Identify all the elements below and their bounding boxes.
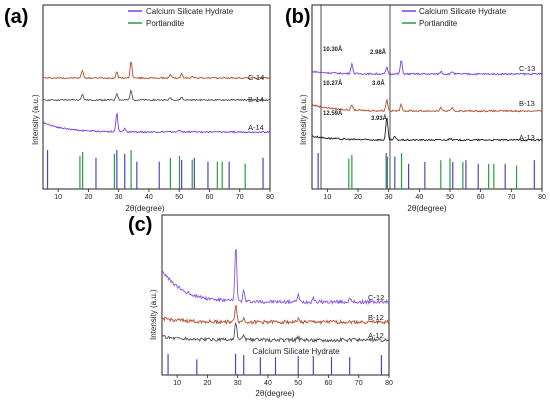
annotation-3-0: 3.0Å bbox=[372, 80, 385, 87]
x-tick-label: 40 bbox=[145, 194, 153, 201]
panel-a-ticks: 10 20 30 40 50 60 70 80 bbox=[54, 189, 274, 201]
x-tick-label: 60 bbox=[477, 194, 485, 201]
panel-c-label: (c) bbox=[128, 214, 152, 236]
panel-b-xlabel: 2θ(degree) bbox=[407, 204, 446, 213]
x-tick-label: 30 bbox=[385, 194, 393, 201]
series-line-a-12 bbox=[161, 321, 390, 344]
panel-c-sticks bbox=[167, 354, 383, 375]
x-tick-label: 60 bbox=[325, 380, 333, 387]
x-tick-label: 10 bbox=[54, 194, 62, 201]
series-line-a-13 bbox=[311, 117, 543, 142]
legend-label-portlandite: Portlandite bbox=[146, 19, 185, 28]
x-tick-label: 70 bbox=[355, 380, 363, 387]
series-label-c12: C-12 bbox=[368, 293, 384, 302]
panel-b-sticks bbox=[317, 153, 535, 189]
series-line-c-12 bbox=[161, 248, 390, 306]
panel-a-ylabel: Intensity (a.u.) bbox=[31, 94, 40, 145]
panel-c-xlabel: 2θ(degree) bbox=[255, 389, 294, 398]
x-tick-label: 20 bbox=[85, 194, 93, 201]
x-tick-label: 80 bbox=[538, 194, 546, 201]
x-tick-label: 50 bbox=[294, 380, 302, 387]
x-tick-label: 40 bbox=[415, 194, 423, 201]
panel-a-frame bbox=[42, 4, 271, 190]
panel-a-sticks bbox=[46, 150, 264, 189]
x-tick-label: 10 bbox=[173, 380, 181, 387]
series-label-a13: A-13 bbox=[519, 133, 535, 142]
x-tick-label: 40 bbox=[264, 380, 272, 387]
x-tick-label: 50 bbox=[175, 194, 183, 201]
panel-b: (b) Calcium Silicate Hydrate Portlandite… bbox=[285, 4, 546, 213]
series-label-c14: C-14 bbox=[248, 73, 264, 82]
x-tick-label: 30 bbox=[115, 194, 123, 201]
panel-b-label: (b) bbox=[285, 6, 311, 28]
reference-label-csh: Calcium Silicate Hydrate bbox=[252, 347, 340, 356]
x-tick-label: 70 bbox=[236, 194, 244, 201]
panel-b-curves bbox=[311, 60, 543, 142]
series-line-c-14 bbox=[42, 61, 271, 80]
series-label-a12: A-12 bbox=[368, 331, 384, 340]
series-label-a14: A-14 bbox=[248, 123, 264, 132]
legend-label-csh: Calcium Silicate Hydrate bbox=[419, 7, 507, 16]
panel-b-ylabel: Intensity (a.u.) bbox=[299, 94, 308, 145]
series-label-c13: C-13 bbox=[519, 64, 535, 73]
annotation-2-98: 2.98Å bbox=[370, 49, 387, 56]
panel-a-xlabel: 2θ(degree) bbox=[125, 204, 164, 213]
x-tick-label: 70 bbox=[507, 194, 515, 201]
x-tick-label: 80 bbox=[266, 194, 274, 201]
annotation-10-27: 10.27Å bbox=[323, 80, 343, 87]
series-line-b-13 bbox=[311, 98, 543, 113]
series-label-b13: B-13 bbox=[519, 99, 535, 108]
series-line-b-14 bbox=[42, 89, 271, 102]
x-tick-label: 50 bbox=[446, 194, 454, 201]
panel-b-frame bbox=[311, 4, 543, 190]
series-line-c-13 bbox=[312, 60, 543, 76]
x-tick-label: 20 bbox=[204, 380, 212, 387]
panel-b-legend: Calcium Silicate Hydrate Portlandite bbox=[402, 7, 507, 28]
panel-a-legend: Calcium Silicate Hydrate Portlandite bbox=[128, 7, 234, 28]
panel-c-curves bbox=[161, 248, 390, 344]
x-tick-label: 80 bbox=[385, 380, 393, 387]
series-label-b14: B-14 bbox=[248, 95, 264, 104]
x-tick-label: 10 bbox=[323, 194, 331, 201]
x-tick-label: 30 bbox=[234, 380, 242, 387]
panel-c-ylabel: Intensity (a.u.) bbox=[149, 289, 158, 340]
panel-a: (a) Calcium Silicate Hydrate Portlandite… bbox=[4, 4, 274, 213]
annotation-3-93: 3.93Å bbox=[371, 115, 388, 122]
legend-label-csh: Calcium Silicate Hydrate bbox=[146, 7, 234, 16]
x-tick-label: 20 bbox=[354, 194, 362, 201]
panel-a-curves bbox=[42, 61, 271, 134]
panel-c-ticks: 10 20 30 40 50 60 70 80 bbox=[173, 375, 393, 387]
series-label-b12: B-12 bbox=[368, 313, 384, 322]
panel-c: (c) 10 20 30 40 50 60 70 80 C-12 B-12 A-12 Calc… bbox=[128, 214, 393, 398]
panel-b-ticks: 10 20 30 40 50 60 70 80 bbox=[323, 189, 546, 201]
legend-label-portlandite: Portlandite bbox=[419, 19, 458, 28]
annotation-12-59: 12.59Å bbox=[323, 110, 343, 117]
series-line-a-14 bbox=[42, 112, 271, 134]
panel-a-label: (a) bbox=[4, 6, 28, 28]
annotation-10-30: 10.30Å bbox=[323, 46, 343, 53]
series-line-b-12 bbox=[161, 304, 390, 326]
x-tick-label: 60 bbox=[206, 194, 214, 201]
